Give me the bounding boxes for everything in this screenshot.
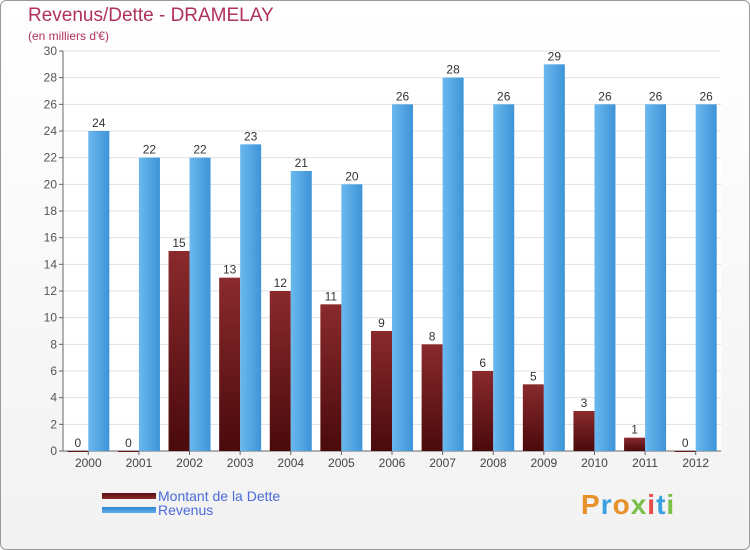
x-tick-label-2000: 2000: [75, 456, 102, 470]
bar-revenue-2003: [240, 144, 262, 452]
legend-swatch-debt: [102, 493, 156, 499]
bar-revenue-2009: [543, 64, 565, 452]
x-tick-label-2002: 2002: [176, 456, 203, 470]
data-label-debt-2009: 5: [530, 369, 537, 383]
x-tick-label-2012: 2012: [682, 456, 709, 470]
bar-revenue-2006: [392, 104, 413, 451]
data-label-revenue-2009: 29: [548, 49, 562, 63]
bar-revenue-2004: [290, 171, 312, 451]
data-label-debt-2010: 3: [581, 396, 588, 410]
data-label-revenue-2008: 26: [497, 89, 511, 103]
data-label-debt-2006: 9: [378, 316, 385, 330]
y-tick-label: 14: [44, 257, 58, 271]
y-tick-label: 12: [44, 284, 58, 298]
legend-label-revenue: Revenus: [158, 502, 214, 518]
bar-debt-2000: [67, 451, 89, 452]
chart-title: Revenus/Dette - DRAMELAY: [28, 5, 274, 26]
data-label-revenue-2002: 22: [193, 143, 207, 157]
y-tick-label: 6: [50, 364, 57, 378]
logo-letter: i: [666, 489, 676, 520]
data-label-revenue-2004: 21: [295, 156, 309, 170]
bar-debt-2007: [421, 344, 443, 451]
data-label-revenue-2005: 20: [345, 169, 359, 183]
bar-revenue-2001: [138, 157, 160, 451]
y-tick-label: 22: [44, 151, 58, 165]
bar-revenue-2002: [189, 157, 211, 451]
logo-letter: x: [630, 489, 648, 520]
bar-debt-2008: [472, 371, 494, 451]
y-tick-label: 18: [44, 204, 58, 218]
y-tick-label: 4: [50, 391, 57, 405]
logo-letter: P: [581, 489, 601, 520]
legend-swatch-revenue: [102, 507, 156, 513]
proxiti-logo: Proxiti: [581, 489, 675, 521]
y-tick-label: 2: [50, 417, 57, 431]
y-tick-label: 28: [44, 71, 58, 85]
x-tick-label-2007: 2007: [429, 456, 456, 470]
bar-revenue-2005: [341, 184, 363, 452]
data-label-revenue-2011: 26: [649, 89, 663, 103]
data-label-revenue-2006: 26: [396, 89, 410, 103]
bar-debt-2011: [624, 437, 646, 451]
data-label-revenue-2001: 22: [143, 143, 157, 157]
bar-debt-2012: [674, 451, 696, 452]
bar-debt-2006: [371, 331, 392, 451]
bar-revenue-2012: [695, 104, 717, 451]
y-tick-label: 16: [44, 231, 58, 245]
logo-letter: r: [600, 489, 613, 520]
bar-revenue-2000: [88, 131, 110, 451]
logo-letter: o: [612, 489, 631, 520]
data-label-debt-2007: 8: [429, 329, 436, 343]
logo-letter: t: [656, 489, 667, 520]
x-tick-label-2005: 2005: [328, 456, 355, 470]
data-label-debt-2005: 11: [325, 289, 338, 303]
bar-debt-2001: [117, 451, 139, 452]
y-tick-label: 20: [44, 177, 58, 191]
data-label-debt-2004: 12: [274, 276, 288, 290]
chart-subtitle: (en milliers d'€): [28, 29, 109, 43]
legend-item-debt: Montant de la Dette: [102, 488, 280, 504]
y-tick-label: 30: [44, 44, 58, 58]
x-tick-label-2006: 2006: [379, 456, 406, 470]
y-tick-label: 10: [44, 311, 58, 325]
x-tick-label-2008: 2008: [480, 456, 507, 470]
bar-debt-2004: [269, 291, 291, 451]
data-label-debt-2001: 0: [125, 436, 132, 450]
data-label-debt-2002: 15: [172, 236, 186, 250]
y-tick-label: 8: [50, 337, 57, 351]
data-label-debt-2012: 0: [682, 436, 689, 450]
bar-debt-2002: [168, 251, 190, 451]
bar-debt-2010: [573, 411, 595, 451]
data-label-debt-2003: 13: [223, 263, 237, 277]
x-tick-label-2009: 2009: [530, 456, 557, 470]
x-tick-label-2010: 2010: [581, 456, 608, 470]
bar-revenue-2007: [442, 77, 464, 452]
x-tick-label-2003: 2003: [227, 456, 254, 470]
y-tick-label: 0: [50, 444, 57, 458]
bar-debt-2009: [522, 384, 544, 451]
legend-item-revenue: Revenus: [102, 502, 213, 518]
data-label-revenue-2000: 24: [92, 116, 106, 130]
y-tick-label: 26: [44, 97, 58, 111]
bar-revenue-2008: [493, 104, 515, 451]
bar-debt-2005: [320, 304, 342, 451]
legend-label-debt: Montant de la Dette: [158, 488, 281, 504]
data-label-revenue-2003: 23: [244, 129, 258, 143]
y-tick-label: 24: [44, 124, 58, 138]
data-label-debt-2008: 6: [479, 356, 486, 370]
x-tick-label-2004: 2004: [277, 456, 304, 470]
data-label-revenue-2012: 26: [700, 89, 714, 103]
data-label-debt-2000: 0: [74, 436, 81, 450]
bar-revenue-2010: [594, 104, 616, 451]
data-label-revenue-2007: 28: [446, 63, 460, 77]
logo-letter: i: [647, 489, 657, 520]
bar-revenue-2011: [645, 104, 667, 451]
x-tick-label-2001: 2001: [126, 456, 153, 470]
x-tick-label-2011: 2011: [632, 456, 658, 470]
data-label-revenue-2010: 26: [598, 89, 612, 103]
bar-debt-2003: [219, 277, 241, 451]
data-label-debt-2011: 1: [631, 423, 638, 437]
